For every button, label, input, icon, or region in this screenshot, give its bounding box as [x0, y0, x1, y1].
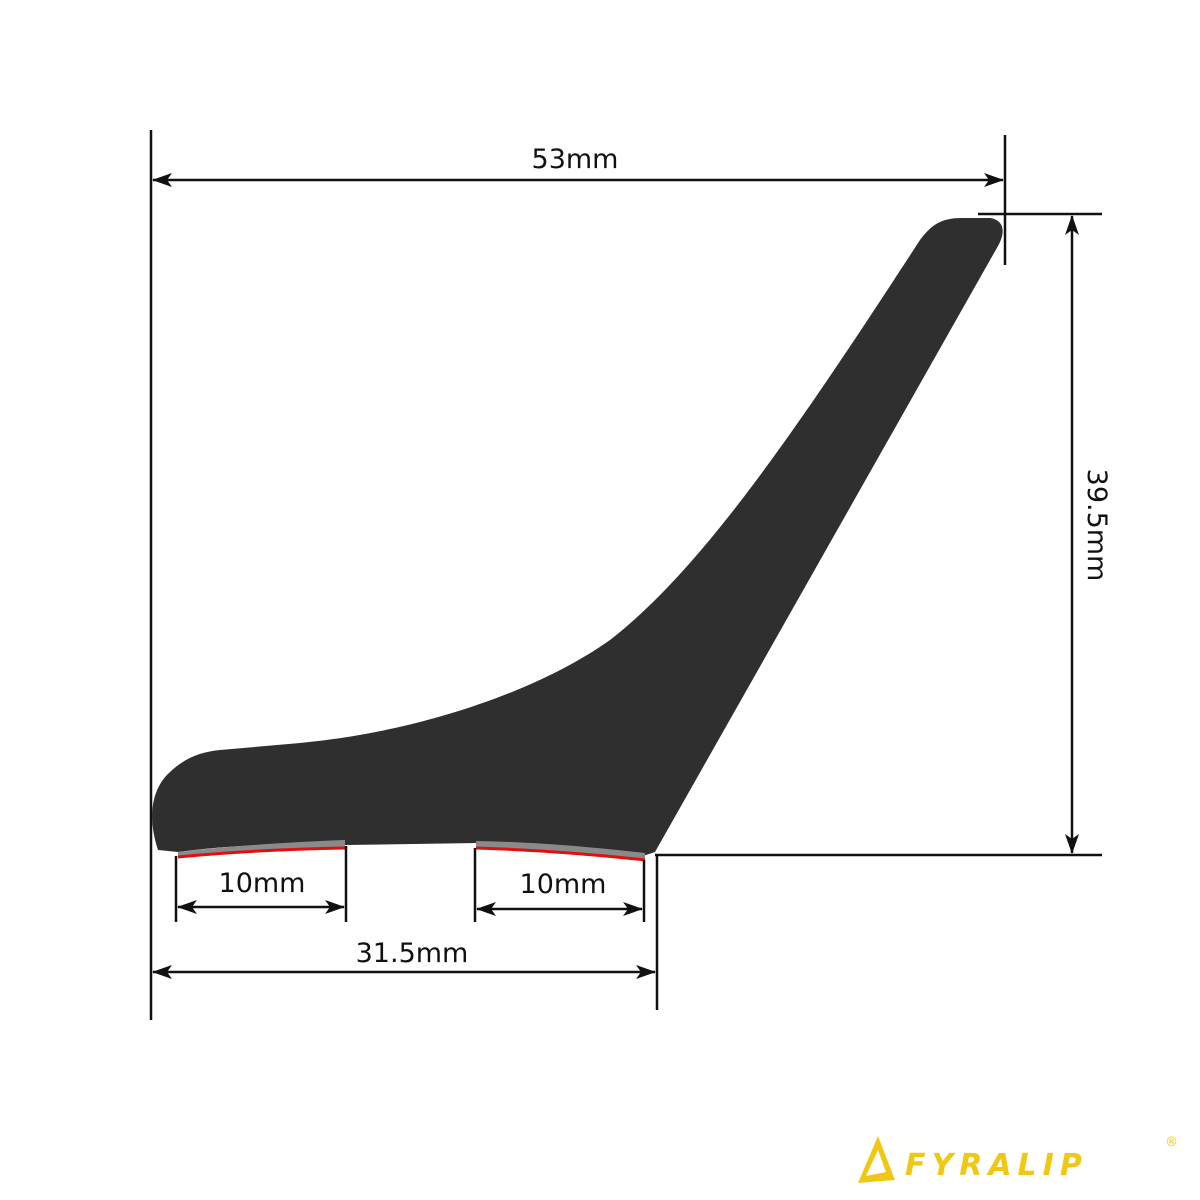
logo-text: FYRALIP [905, 1148, 1088, 1183]
extension-lines [149, 130, 1102, 1020]
tape-left-label: 10mm [219, 868, 306, 899]
dimension-lines [152, 173, 1079, 979]
rubber-profile-shape [152, 218, 1003, 857]
tape-right-label: 10mm [520, 869, 607, 900]
registered-mark: ® [1165, 1135, 1178, 1150]
tape-liner-right [475, 846, 646, 862]
width-label: 53mm [532, 144, 619, 175]
height-label: 39.5mm [1081, 469, 1112, 582]
fyralip-logo: FYRALIP ® [858, 1135, 1178, 1183]
logo-triangle-icon [858, 1136, 895, 1183]
tape-liner-left [177, 846, 346, 859]
base-width-label: 31.5mm [356, 938, 469, 969]
